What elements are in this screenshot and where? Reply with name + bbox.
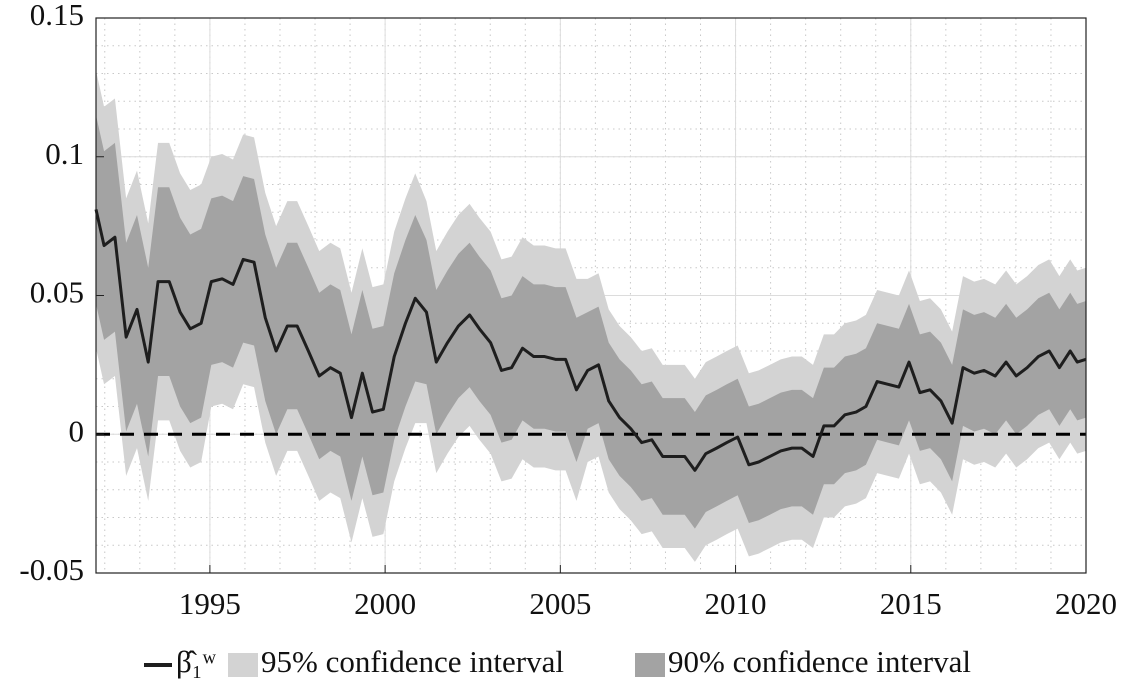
x-tick-label: 2010 (705, 586, 767, 621)
legend-label: 95% confidence interval (261, 644, 564, 679)
confidence-band (96, 115, 1086, 529)
y-tick-label: 0.1 (45, 136, 84, 171)
x-tick-label: 2015 (880, 586, 942, 621)
y-tick-label: 0 (69, 413, 85, 448)
y-tick-label: -0.05 (19, 552, 84, 587)
legend-swatch (228, 653, 258, 677)
y-tick-label: 0.05 (30, 275, 84, 310)
x-tick-label: 2005 (529, 586, 591, 621)
line (94, 209, 1087, 472)
x-tick-label: 2020 (1055, 586, 1117, 621)
y-tick-label: 0.15 (30, 0, 84, 32)
x-tick-label: 1995 (179, 586, 241, 621)
legend-label: 90% confidence interval (668, 644, 971, 679)
x-tick-label: 2000 (354, 586, 416, 621)
legend-label: β̂₁ʷ (176, 644, 217, 679)
legend-swatch (635, 653, 665, 677)
